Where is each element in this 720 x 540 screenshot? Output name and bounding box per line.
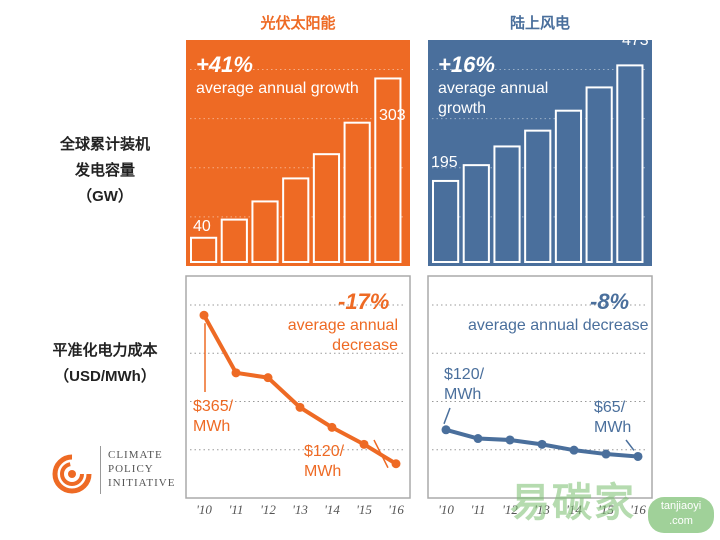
wind-lcoe-point [633,451,643,461]
wind-lcoe-point [441,425,451,435]
wind-lcoe-point [473,434,483,444]
year-tick-label: '14 [324,502,340,517]
price-label-line: MWh [594,419,632,436]
logo-divider [100,446,101,494]
price-label-line: $65/ [594,399,626,416]
wind-lcoe-point [601,449,611,459]
year-tick-label: '15 [598,502,614,517]
wind-capacity-bar [462,164,490,263]
wind-capacity-bar [616,64,644,264]
year-tick-label: '16 [630,502,646,517]
price-label-line: $120/ [444,366,485,383]
price-label-line: MWh [193,418,231,435]
wind-capacity-bar [554,109,583,263]
wind-column-header: 陆上风电 [509,15,570,32]
solar-capacity-bar [282,177,310,263]
year-tick-label: '14 [566,502,582,517]
logo-text-line: POLICY [108,463,154,475]
watermark-brand: 易碳家 [510,481,636,525]
solar-lcoe-point [295,402,305,412]
capacity-label-line: 全球累计装机 [59,136,150,153]
wind-last-value-label: 473 [622,32,649,49]
wind-capacity-bar [493,145,521,263]
wind-lcoe-point [537,439,547,449]
solar-growth-headline: +41% [196,52,253,77]
panel-frame [185,275,411,499]
year-tick-label: '12 [502,502,518,517]
solar-decrease-headline: -17% [338,289,390,314]
wind-lcoe-point [505,435,515,445]
wind-first-price-label: $120/ MWh [444,365,484,405]
solar-lcoe-point [359,439,369,449]
price-label-line: $120/ [304,443,345,460]
watermark-domain-badge: tanjiaoyi .com [648,497,714,533]
watermark-domain-line: tanjiaoyi [660,500,702,512]
wind-capacity-bar [585,86,613,264]
year-tick-label: '13 [292,502,308,517]
solar-capacity-bar [251,200,279,264]
solar-first-value-label: 40 [193,218,211,235]
solar-column-header: 光伏太阳能 [260,15,336,32]
year-tick-label: '16 [388,502,404,517]
wind-decrease-subtitle: average annual decrease [468,317,649,334]
solar-lcoe-point [327,422,337,432]
wind-last-price-label: $65/ MWh [594,398,631,438]
wind-last-price-pointer [625,439,635,451]
solar-last-value-label: 303 [379,107,406,124]
lcoe-label-line: 平准化电力成本 [52,342,158,359]
climate-policy-initiative-logo-icon [50,452,100,496]
watermark-domain-line: .com [669,515,693,527]
price-label-line: MWh [304,463,342,480]
solar-lcoe-point [231,368,241,378]
wind-first-price-pointer [443,407,451,425]
solar-last-price-pointer [373,439,389,469]
solar-growth-subtitle: average annual growth [196,80,359,97]
solar-first-price-label: $365/ MWh [193,397,233,437]
year-tick-label: '11 [229,502,244,517]
lcoe-row-label: 平准化电力成本 （USD/MWh） [30,338,180,390]
logo-text-line: INITIATIVE [108,477,176,489]
wind-growth-subtitle-line: growth [438,100,487,117]
wind-decrease-headline: -8% [590,289,630,314]
solar-lcoe-point [391,459,401,469]
solar-lcoe-point [263,373,273,383]
solar-decrease-subtitle-line: average annual [287,317,398,334]
year-tick-label: '10 [438,502,454,517]
price-label-line: MWh [444,386,482,403]
wind-growth-headline: +16% [438,52,495,77]
capacity-label-line: （GW） [77,188,133,205]
wind-capacity-bar [432,179,460,263]
wind-lcoe-point [569,445,579,455]
wind-growth-subtitle-line: average annual [438,80,549,97]
logo-text: CLIMATE POLICY INITIATIVE [108,448,175,490]
solar-decrease-subtitle-line: decrease [332,337,398,354]
solar-capacity-bar [312,153,341,264]
solar-capacity-bar [374,77,402,264]
capacity-row-label: 全球累计装机 发电容量 （GW） [30,132,180,210]
solar-capacity-bar [190,236,218,263]
year-tick-label: '11 [471,502,486,517]
lcoe-label-line: （USD/MWh） [54,368,156,385]
solar-capacity-bar [343,121,371,263]
year-tick-label: '13 [534,502,550,517]
year-tick-label: '10 [196,502,212,517]
year-tick-label: '12 [260,502,276,517]
year-tick-label: '15 [356,502,372,517]
solar-lcoe-point [199,310,209,320]
price-label-line: $365/ [193,398,234,415]
solar-last-price-label: $120/ MWh [304,442,344,482]
wind-capacity-bar [524,129,552,263]
wind-first-value-label: 195 [431,154,458,171]
capacity-label-line: 发电容量 [74,162,135,179]
panel-frame [427,275,653,499]
solar-capacity-bar [220,218,248,264]
logo-text-line: CLIMATE [108,449,163,461]
